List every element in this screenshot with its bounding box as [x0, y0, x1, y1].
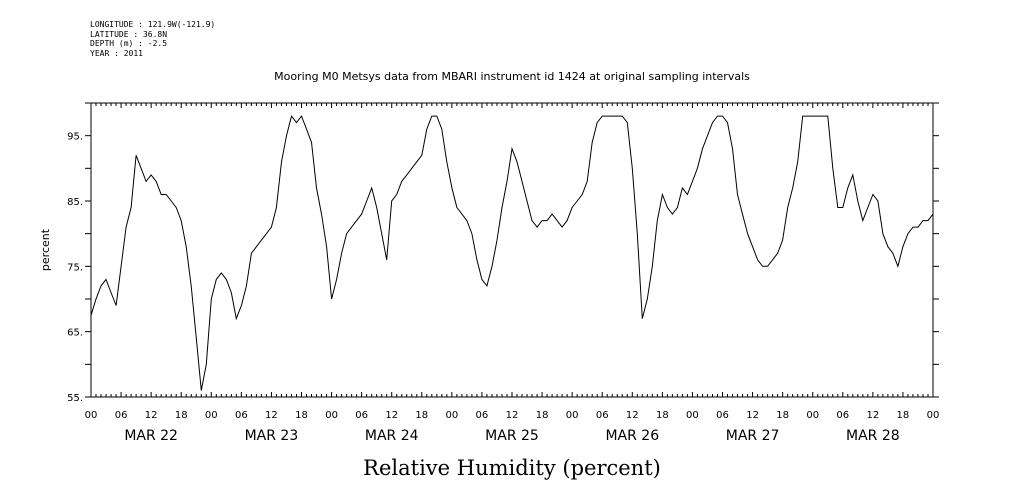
x-axis-label: Relative Humidity (percent) [363, 456, 661, 480]
x-tick-label: 18 [776, 410, 789, 421]
plot-frame [90, 102, 934, 398]
day-label: MAR 28 [846, 428, 900, 444]
x-tick-label: 06 [596, 410, 609, 421]
humidity-series-line [90, 114, 934, 391]
y-tick-label: 75. [67, 262, 83, 273]
chart-title: Mooring M0 Metsys data from MBARI instru… [274, 70, 750, 83]
y-axis-label: percent [39, 228, 52, 271]
x-tick-label: 12 [265, 410, 278, 421]
day-label: MAR 26 [605, 428, 659, 444]
x-tick-label: 12 [145, 410, 158, 421]
x-tick-label: 06 [235, 410, 248, 421]
x-tick-label: 18 [897, 410, 910, 421]
x-tick-label: 06 [836, 410, 849, 421]
x-tick-label: 00 [566, 410, 579, 421]
day-label: MAR 25 [485, 428, 539, 444]
x-tick-label: 18 [295, 410, 308, 421]
x-tick-label: 12 [866, 410, 879, 421]
x-tick-label: 06 [476, 410, 489, 421]
location-header: LONGITUDE : 121.9W(-121.9) LATITUDE : 36… [90, 20, 215, 58]
x-tick-label: 00 [445, 410, 458, 421]
y-tick-label: 85. [67, 197, 83, 208]
x-tick-label: 18 [415, 410, 428, 421]
x-tick-label: 06 [115, 410, 128, 421]
x-tick-label: 12 [506, 410, 519, 421]
x-tick-label: 00 [325, 410, 338, 421]
x-tick-label: 00 [927, 410, 940, 421]
x-tick-label: 12 [385, 410, 398, 421]
day-label: MAR 22 [124, 428, 178, 444]
day-label: MAR 24 [365, 428, 419, 444]
x-tick-label: 12 [746, 410, 759, 421]
x-tick-label: 12 [626, 410, 639, 421]
x-tick-label: 18 [536, 410, 549, 421]
y-tick-label: 55. [67, 393, 83, 404]
day-label: MAR 27 [726, 428, 780, 444]
x-tick-label: 00 [686, 410, 699, 421]
y-tick-label: 95. [67, 132, 83, 143]
x-tick-label: 18 [175, 410, 188, 421]
x-tick-label: 06 [716, 410, 729, 421]
latitude-text: LATITUDE : 36.8N [90, 29, 168, 39]
longitude-text: LONGITUDE : 121.9W(-121.9) [90, 20, 216, 29]
year-text: YEAR : 2011 [90, 48, 143, 58]
x-tick-label: 00 [205, 410, 218, 421]
x-tick-label: 18 [656, 410, 669, 421]
y-tick-label: 65. [67, 328, 83, 339]
depth-text: DEPTH (m) : -2.5 [90, 39, 168, 48]
axis-ticks [85, 102, 939, 398]
x-tick-label: 06 [355, 410, 368, 421]
day-label: MAR 23 [245, 428, 299, 444]
x-tick-label: 00 [85, 410, 98, 421]
axis-tick-labels: 00 06 12 18 00 06 12 18 00 06 12 18 00 06 12 18 00 06 12 18… [67, 132, 939, 444]
x-tick-label: 00 [806, 410, 819, 421]
